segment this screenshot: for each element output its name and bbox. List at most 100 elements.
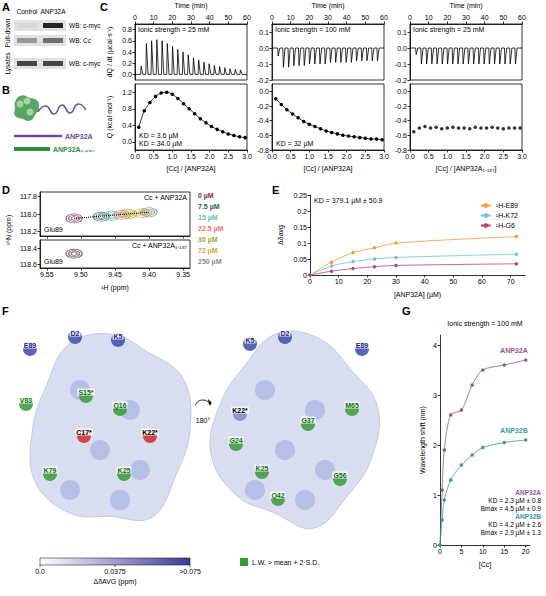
svg-text:0: 0 bbox=[270, 14, 274, 21]
svg-text:30: 30 bbox=[187, 14, 195, 21]
svg-text:2.0: 2.0 bbox=[342, 153, 352, 160]
svg-text:117.8: 117.8 bbox=[20, 193, 37, 200]
svg-text:-0.4: -0.4 bbox=[257, 117, 269, 124]
svg-text:0: 0 bbox=[408, 14, 412, 21]
svg-text:D2: D2 bbox=[71, 330, 80, 337]
svg-text:15: 15 bbox=[500, 548, 508, 555]
svg-text:2: 2 bbox=[433, 442, 437, 449]
svg-text:-0.2: -0.2 bbox=[257, 103, 269, 110]
svg-text:250 µM: 250 µM bbox=[198, 258, 222, 266]
svg-text:20: 20 bbox=[305, 14, 313, 21]
svg-text:ANP32B: ANP32B bbox=[515, 513, 541, 520]
svg-text:1.5: 1.5 bbox=[186, 153, 196, 160]
svg-text:-0.2: -0.2 bbox=[395, 103, 407, 110]
svg-text:-0.6: -0.6 bbox=[257, 132, 269, 139]
svg-text:0.0: 0.0 bbox=[130, 153, 140, 160]
svg-text:2.5: 2.5 bbox=[498, 153, 508, 160]
svg-text:G37: G37 bbox=[301, 417, 314, 424]
svg-text:0.8: 0.8 bbox=[122, 105, 132, 112]
svg-text:2.0: 2.0 bbox=[205, 153, 215, 160]
svg-text:0 µM: 0 µM bbox=[198, 192, 214, 200]
svg-text:¹H-G6: ¹H-G6 bbox=[496, 222, 515, 229]
svg-text:WB: c-myc: WB: c-myc bbox=[69, 60, 101, 68]
svg-text:3.0: 3.0 bbox=[379, 153, 389, 160]
svg-text:10: 10 bbox=[425, 14, 433, 21]
svg-text:0: 0 bbox=[438, 548, 442, 555]
svg-text:20: 20 bbox=[363, 278, 371, 285]
svg-text:15 µM: 15 µM bbox=[198, 214, 218, 222]
svg-text:118.0: 118.0 bbox=[20, 211, 37, 218]
svg-text:0.0: 0.0 bbox=[122, 138, 132, 145]
svg-text:Lysates: Lysates bbox=[4, 52, 12, 75]
svg-text:Glu89: Glu89 bbox=[44, 258, 63, 265]
svg-text:0.5: 0.5 bbox=[424, 153, 434, 160]
svg-text:E89: E89 bbox=[356, 342, 369, 349]
svg-text:-0.1: -0.1 bbox=[257, 61, 269, 68]
svg-text:¹H-K72: ¹H-K72 bbox=[496, 212, 518, 219]
svg-text:B: B bbox=[2, 84, 10, 96]
svg-text:E: E bbox=[272, 184, 279, 196]
svg-text:Ionic strength = 25 mM: Ionic strength = 25 mM bbox=[138, 26, 210, 34]
svg-text:0.15: 0.15 bbox=[293, 224, 307, 231]
svg-text:ΔδAVG (ppm): ΔδAVG (ppm) bbox=[93, 578, 136, 586]
svg-text:0.0: 0.0 bbox=[397, 45, 407, 52]
svg-text:50: 50 bbox=[499, 14, 507, 21]
svg-text:9.55: 9.55 bbox=[40, 271, 54, 278]
svg-text:0.0: 0.0 bbox=[259, 45, 269, 52]
svg-text:0.0: 0.0 bbox=[122, 71, 132, 78]
svg-text:Ionic strength = 100 mM: Ionic strength = 100 mM bbox=[275, 26, 350, 34]
svg-text:5: 5 bbox=[459, 548, 463, 555]
svg-text:[Cc] / [ANP32A]: [Cc] / [ANP32A] bbox=[166, 165, 215, 173]
svg-text:0: 0 bbox=[433, 542, 437, 549]
svg-text:G: G bbox=[402, 305, 411, 317]
svg-text:A: A bbox=[2, 1, 10, 13]
svg-text:0.4: 0.4 bbox=[122, 122, 132, 129]
svg-text:0.0: 0.0 bbox=[35, 568, 45, 575]
svg-text:Bmax = 4.5 µM ± 0.9: Bmax = 4.5 µM ± 0.9 bbox=[481, 505, 542, 513]
svg-text:ANP32A: ANP32A bbox=[41, 8, 67, 15]
svg-text:S15*: S15* bbox=[78, 389, 93, 396]
svg-text:9.40: 9.40 bbox=[142, 271, 156, 278]
svg-text:3.0: 3.0 bbox=[242, 153, 252, 160]
svg-text:0.0: 0.0 bbox=[267, 153, 277, 160]
svg-text:0.0: 0.0 bbox=[405, 153, 415, 160]
svg-text:60: 60 bbox=[243, 14, 251, 21]
svg-text:1.0: 1.0 bbox=[167, 153, 177, 160]
svg-text:Q42: Q42 bbox=[271, 492, 284, 500]
svg-text:9.35: 9.35 bbox=[176, 271, 190, 278]
svg-text:10: 10 bbox=[150, 14, 158, 21]
svg-text:0.0: 0.0 bbox=[397, 88, 407, 95]
svg-text:40: 40 bbox=[421, 278, 429, 285]
svg-text:0.0: 0.0 bbox=[259, 88, 269, 95]
svg-text:Wavelength shift (nm): Wavelength shift (nm) bbox=[419, 406, 427, 474]
svg-text:10: 10 bbox=[335, 278, 343, 285]
svg-text:-0.6: -0.6 bbox=[395, 132, 407, 139]
svg-text:118.6: 118.6 bbox=[20, 261, 37, 268]
svg-text:Control: Control bbox=[17, 8, 39, 15]
svg-text:2.5: 2.5 bbox=[223, 153, 233, 160]
svg-text:50: 50 bbox=[224, 14, 232, 21]
svg-text:0.5: 0.5 bbox=[149, 153, 159, 160]
svg-text:40: 40 bbox=[206, 14, 214, 21]
svg-text:20: 20 bbox=[443, 14, 451, 21]
svg-text:60: 60 bbox=[518, 14, 526, 21]
svg-text:KD = 4.2 µM ± 2.6: KD = 4.2 µM ± 2.6 bbox=[488, 521, 541, 529]
svg-text:K5: K5 bbox=[114, 333, 123, 340]
svg-text:50: 50 bbox=[361, 14, 369, 21]
svg-text:1.5: 1.5 bbox=[461, 153, 471, 160]
svg-text:0.4: 0.4 bbox=[122, 49, 132, 56]
svg-text:0: 0 bbox=[303, 272, 307, 279]
svg-text:72 µM: 72 µM bbox=[198, 247, 218, 255]
svg-text:180°: 180° bbox=[196, 417, 211, 424]
svg-text:ANP32A: ANP32A bbox=[65, 133, 93, 140]
svg-text:K22*: K22* bbox=[232, 407, 248, 414]
svg-text:1: 1 bbox=[433, 492, 437, 499]
svg-text:1.2: 1.2 bbox=[122, 89, 132, 96]
svg-text:30: 30 bbox=[462, 14, 470, 21]
svg-text:-0.4: -0.4 bbox=[395, 117, 407, 124]
svg-text:C: C bbox=[100, 1, 108, 13]
svg-text:Bmax = 2.9 µM ± 1.3: Bmax = 2.9 µM ± 1.3 bbox=[481, 529, 542, 537]
svg-text:-0.2: -0.2 bbox=[395, 77, 407, 84]
svg-text:[ANP32A] (µM): [ANP32A] (µM) bbox=[394, 291, 441, 299]
svg-text:118.4: 118.4 bbox=[20, 245, 37, 252]
